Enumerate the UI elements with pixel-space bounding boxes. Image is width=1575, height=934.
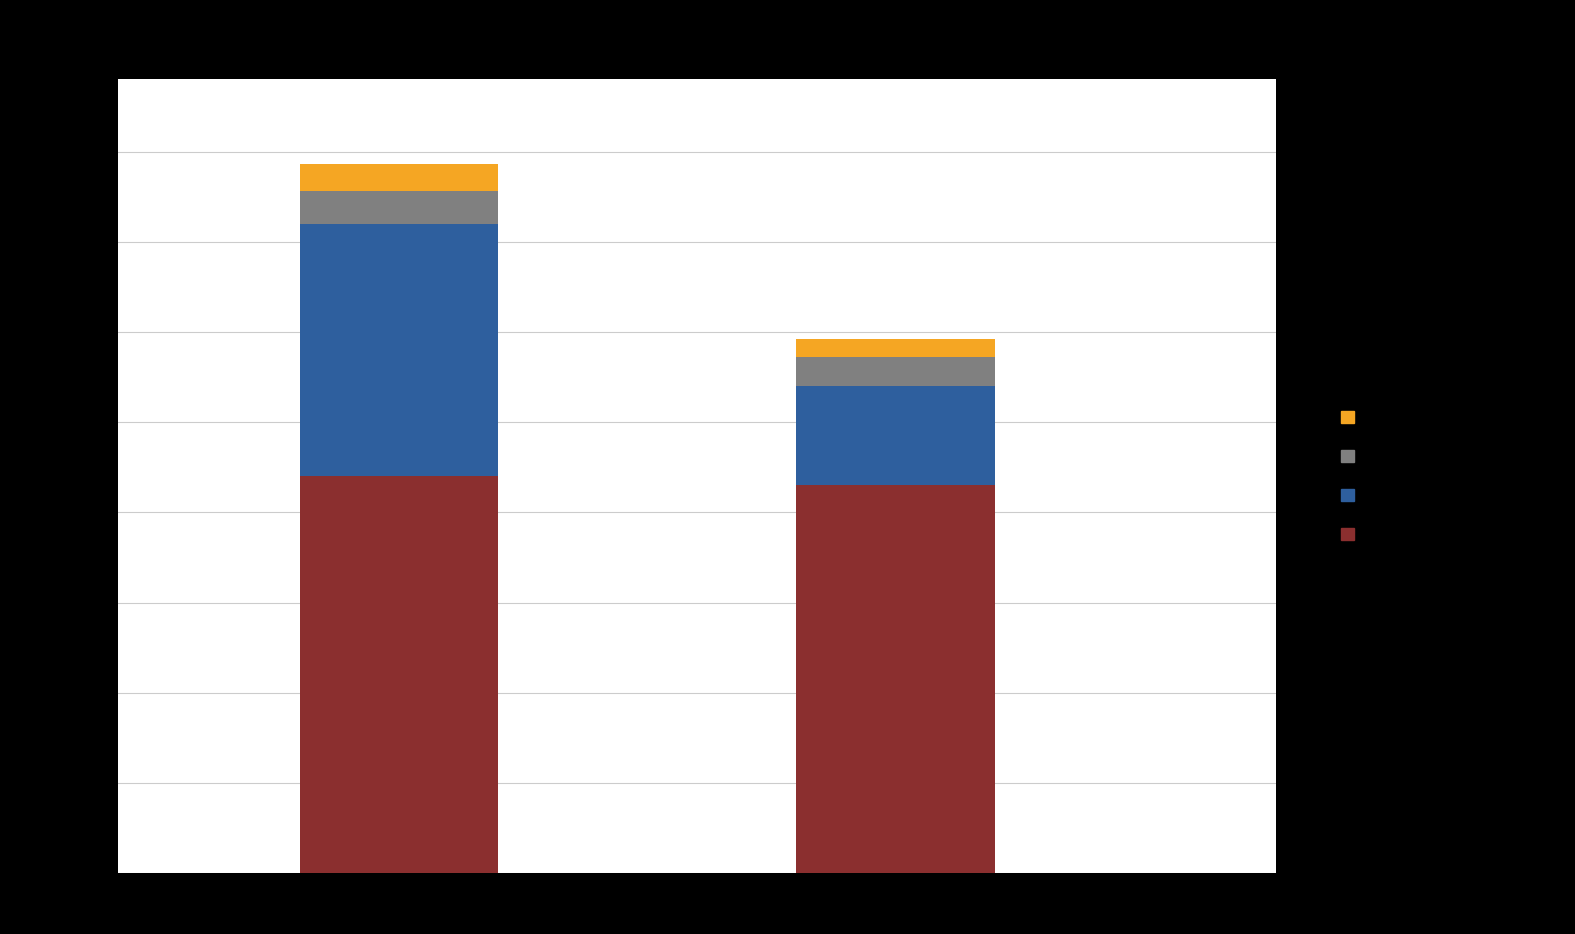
Bar	[301, 224, 499, 476]
Bar	[797, 339, 995, 357]
Bar	[797, 386, 995, 486]
Bar	[797, 357, 995, 386]
Legend: , , , : , , ,	[1340, 411, 1359, 542]
Bar	[301, 191, 499, 224]
Bar	[301, 476, 499, 873]
Bar	[797, 486, 995, 873]
Bar	[301, 164, 499, 191]
